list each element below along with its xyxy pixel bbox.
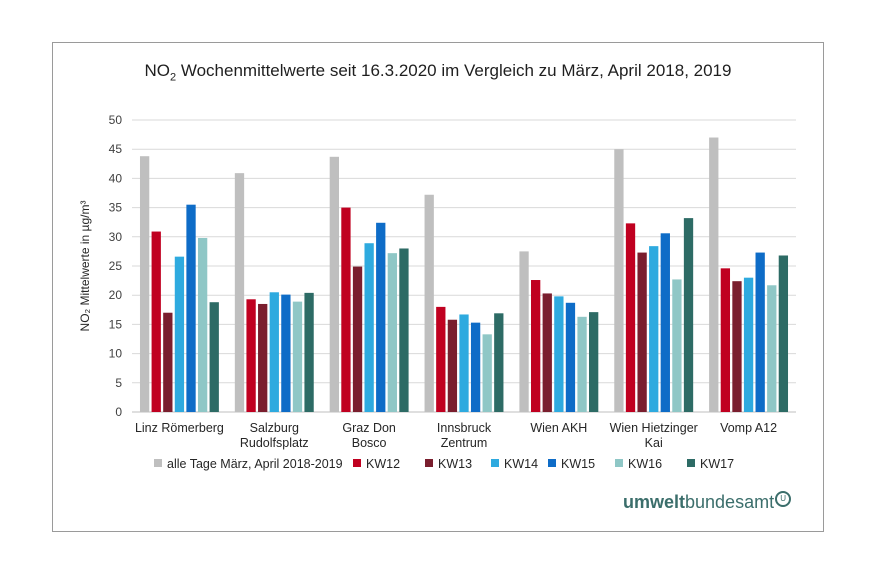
bar	[292, 301, 303, 412]
legend-swatch	[548, 459, 556, 467]
bar	[577, 316, 587, 412]
bar	[683, 218, 694, 412]
legend-swatch	[154, 459, 162, 467]
x-category-label: Wien Hietzinger	[610, 421, 698, 435]
bar	[755, 252, 765, 412]
bar	[234, 173, 245, 412]
bar	[494, 313, 504, 412]
bar	[720, 268, 731, 412]
bar	[732, 281, 742, 412]
bar	[482, 334, 492, 412]
bar	[376, 222, 386, 412]
bar	[424, 194, 434, 412]
bar	[519, 251, 529, 412]
bar	[269, 292, 279, 412]
y-tick-label: 45	[109, 142, 123, 156]
x-category-label: Wien AKH	[530, 421, 587, 435]
chart-title: NO2 Wochenmittelwerte seit 16.3.2020 im …	[144, 61, 732, 84]
bar	[304, 292, 314, 412]
bar	[246, 299, 256, 412]
x-category-label: Zentrum	[441, 436, 488, 450]
legend-label: KW13	[438, 457, 472, 471]
y-tick-label: 5	[115, 376, 122, 390]
legend-swatch	[425, 459, 433, 467]
bar	[258, 303, 268, 412]
bar	[281, 294, 291, 412]
legend-label: KW14	[504, 457, 538, 471]
x-category-label: Salzburg	[250, 421, 299, 435]
bar	[387, 253, 397, 412]
umweltbundesamt-logo: umweltbundesamt U	[623, 491, 792, 513]
bar	[709, 137, 719, 412]
bar	[436, 306, 446, 412]
y-tick-label: 10	[109, 347, 123, 361]
bar	[364, 243, 374, 412]
bar-chart: 0 5 10 15 20 25 30 35 40 45 50 NO₂ Mittelwerte in µ…	[78, 113, 796, 471]
legend-swatch	[353, 459, 361, 467]
y-tick-label: 0	[115, 405, 122, 419]
bar	[352, 266, 363, 412]
bar	[649, 246, 659, 412]
y-tick-label: 30	[109, 230, 123, 244]
bar	[459, 314, 469, 412]
logo-mark-icon: U	[775, 491, 792, 507]
y-tick-label: 40	[109, 171, 123, 185]
y-axis-label: NO₂ Mittelwerte in µg/m³	[78, 201, 92, 332]
bar	[341, 207, 351, 412]
legend-swatch	[687, 459, 695, 467]
x-category-label: Graz Don	[342, 421, 396, 435]
bar	[542, 293, 552, 412]
bar	[329, 156, 339, 412]
y-tick-label: 25	[109, 259, 123, 273]
x-category-label: Linz Römerberg	[135, 421, 224, 435]
bar	[554, 296, 564, 412]
y-tick-label: 15	[109, 317, 123, 331]
bar	[637, 252, 647, 412]
bar	[174, 256, 185, 412]
legend-label: KW16	[628, 457, 662, 471]
bar	[163, 312, 173, 412]
chart-frame: NO2 Wochenmittelwerte seit 16.3.2020 im …	[52, 42, 824, 532]
legend-label: alle Tage März, April 2018-2019	[167, 457, 343, 471]
x-category-label: Vomp A12	[720, 421, 777, 435]
bar	[139, 156, 150, 412]
legend-label: KW17	[700, 457, 734, 471]
bar	[672, 279, 682, 412]
bar	[589, 312, 599, 412]
bar	[625, 223, 636, 412]
bar	[565, 302, 576, 412]
bar	[531, 280, 541, 412]
legend-label: KW15	[561, 457, 595, 471]
bar	[767, 285, 777, 412]
bar	[660, 233, 670, 412]
x-category-label: Rudolfsplatz	[240, 436, 309, 450]
bar	[447, 319, 458, 412]
legend-label: KW12	[366, 457, 400, 471]
bar	[470, 322, 481, 412]
bar	[186, 204, 196, 412]
bar	[209, 302, 219, 412]
bar	[778, 255, 789, 412]
x-category-label: Innsbruck	[437, 421, 492, 435]
y-tick-label: 35	[109, 201, 123, 215]
bar	[151, 231, 161, 412]
bar	[197, 237, 208, 412]
x-category-label: Bosco	[352, 436, 387, 450]
bar	[743, 277, 754, 412]
bar	[399, 248, 409, 412]
y-tick-label: 50	[109, 113, 123, 127]
y-tick-label: 20	[109, 288, 123, 302]
x-category-label: Kai	[645, 436, 663, 450]
legend-swatch	[491, 459, 499, 467]
bar	[614, 149, 624, 412]
legend-swatch	[615, 459, 623, 467]
